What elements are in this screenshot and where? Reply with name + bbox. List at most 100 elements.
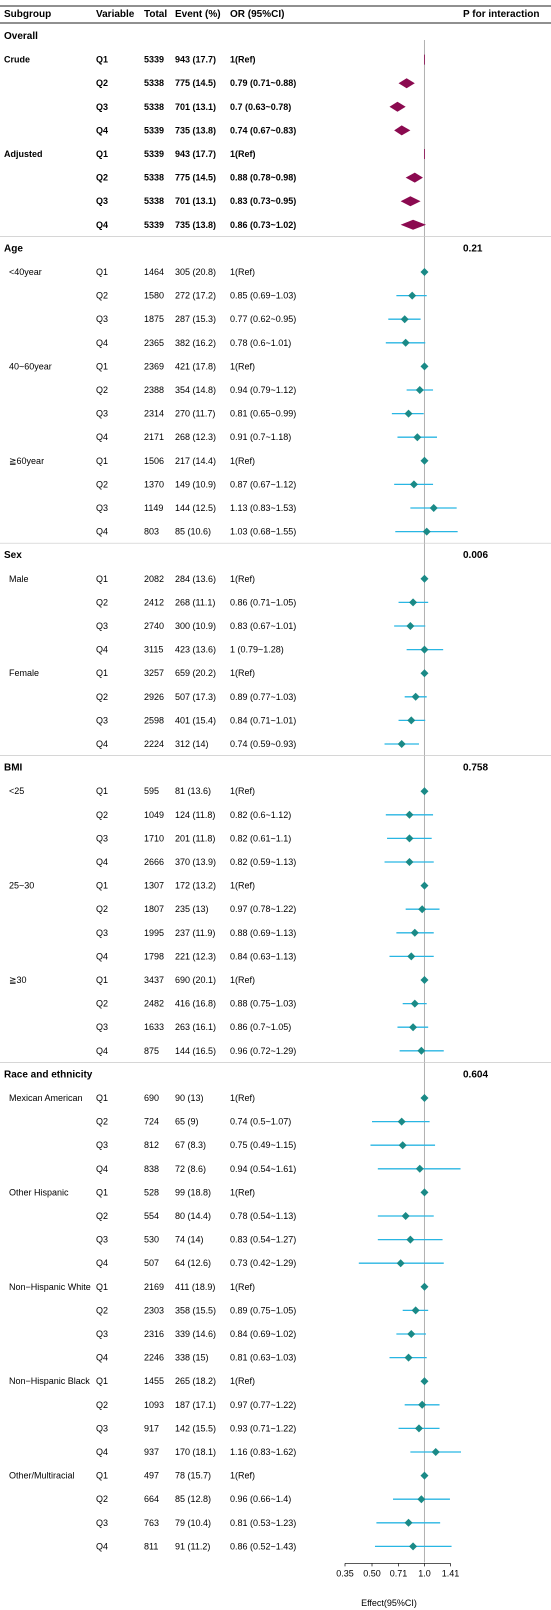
total-value: 811	[144, 1541, 158, 1551]
variable-label: Q1	[96, 1282, 108, 1292]
or-ci-text: 0.89 (0.75~1.05)	[230, 1305, 296, 1315]
or-ci-text: 0.74 (0.67~0.83)	[230, 125, 296, 135]
event-value: 78 (15.7)	[175, 1471, 211, 1481]
event-value: 67 (8.3)	[175, 1140, 206, 1150]
total-value: 5339	[144, 125, 164, 135]
variable-label: Q3	[96, 102, 108, 112]
event-value: 90 (13)	[175, 1093, 204, 1103]
variable-label: Q4	[96, 432, 108, 442]
total-value: 917	[144, 1423, 159, 1433]
event-value: 416 (16.8)	[175, 999, 216, 1009]
or-ci-text: 0.84 (0.71~1.01)	[230, 715, 296, 725]
total-value: 2412	[144, 597, 164, 607]
or-ci-text: 0.93 (0.71~1.22)	[230, 1423, 296, 1433]
variable-label: Q3	[96, 503, 108, 513]
variable-label: Q4	[96, 951, 108, 961]
event-value: 775 (14.5)	[175, 78, 216, 88]
event-value: 354 (14.8)	[175, 385, 216, 395]
x-tick-label: 0.50	[363, 1568, 381, 1578]
p-interaction-value: 0.006	[463, 550, 488, 561]
event-value: 237 (11.9)	[175, 928, 215, 938]
or-ci-text: 0.94 (0.54~1.61)	[230, 1164, 296, 1174]
total-value: 1506	[144, 456, 164, 466]
event-value: 79 (10.4)	[175, 1518, 211, 1528]
or-ci-text: 0.81 (0.53~1.23)	[230, 1518, 296, 1528]
event-value: 221 (12.3)	[175, 951, 216, 961]
total-value: 1633	[144, 1022, 164, 1032]
variable-label: Q3	[96, 833, 108, 843]
total-value: 5338	[144, 173, 164, 183]
point-estimate	[418, 905, 427, 914]
overall-diamond	[394, 125, 411, 136]
point-estimate	[409, 480, 418, 489]
or-ci-text: 0.81 (0.65~0.99)	[230, 409, 296, 419]
variable-label: Q1	[96, 1376, 108, 1386]
subgroup-label: Other Hispanic	[9, 1187, 69, 1197]
variable-label: Q4	[96, 1541, 108, 1551]
point-estimate	[407, 952, 416, 961]
section-label: Race and ethnicity	[4, 1069, 93, 1080]
point-estimate	[406, 1235, 415, 1244]
total-value: 507	[144, 1258, 159, 1268]
event-value: 370 (13.9)	[175, 857, 216, 867]
point-estimate	[409, 1542, 418, 1551]
point-estimate	[411, 692, 420, 701]
point-estimate	[420, 268, 429, 276]
event-value: 85 (10.6)	[175, 527, 211, 537]
point-estimate	[407, 1330, 416, 1338]
or-ci-text: 1.13 (0.83~1.53)	[230, 503, 296, 513]
p-interaction-value: 0.21	[463, 243, 483, 254]
point-estimate	[420, 645, 429, 654]
variable-label: Q4	[96, 1258, 108, 1268]
total-value: 1149	[144, 503, 163, 513]
point-estimate	[411, 1306, 420, 1315]
variable-label: Q3	[96, 1235, 108, 1245]
variable-label: Q2	[96, 999, 108, 1009]
point-estimate	[429, 504, 438, 512]
x-tick-label: 1.41	[442, 1568, 460, 1578]
total-value: 937	[144, 1447, 159, 1457]
variable-label: Q1	[96, 456, 108, 466]
point-estimate	[420, 1377, 429, 1386]
point-estimate	[401, 1212, 410, 1220]
variable-label: Q3	[96, 196, 108, 206]
or-ci-text: 0.81 (0.63~1.03)	[230, 1353, 296, 1363]
or-ci-text: 1.16 (0.83~1.62)	[230, 1447, 296, 1457]
subgroup-label: Adjusted	[4, 149, 43, 159]
variable-label: Q4	[96, 527, 108, 537]
or-ci-text: 0.94 (0.79~1.12)	[230, 385, 296, 395]
or-ci-text: 0.86 (0.71~1.05)	[230, 597, 296, 607]
event-value: 217 (14.4)	[175, 456, 216, 466]
point-estimate	[420, 1282, 429, 1291]
point-estimate	[420, 1471, 429, 1480]
event-value: 701 (13.1)	[175, 196, 216, 206]
point-estimate	[422, 527, 431, 536]
variable-label: Q4	[96, 125, 108, 135]
variable-label: Q2	[96, 597, 108, 607]
event-value: 80 (14.4)	[175, 1211, 211, 1221]
or-ci-text: 0.79 (0.71~0.88)	[230, 78, 296, 88]
event-value: 305 (20.8)	[175, 267, 216, 277]
x-axis: 0.35 0.50 0.71 1.0 1.41	[336, 1563, 459, 1578]
or-ci-text: 0.82 (0.6~1.12)	[230, 810, 291, 820]
event-value: 235 (13)	[175, 904, 209, 914]
event-value: 172 (13.2)	[175, 881, 216, 891]
or-ci-text: 0.78 (0.6~1.01)	[230, 338, 291, 348]
variable-label: Q3	[96, 1140, 108, 1150]
variable-label: Q1	[96, 1187, 108, 1197]
or-ci-text: 0.88 (0.75~1.03)	[230, 999, 296, 1009]
variable-label: Q1	[96, 574, 108, 584]
variable-label: Q4	[96, 739, 108, 749]
variable-label: Q3	[96, 1423, 108, 1433]
total-value: 595	[144, 786, 159, 796]
total-value: 875	[144, 1046, 159, 1056]
variable-label: Q1	[96, 55, 108, 65]
event-value: 270 (11.7)	[175, 409, 215, 419]
total-value: 2666	[144, 857, 164, 867]
variable-label: Q2	[96, 385, 108, 395]
event-value: 659 (20.2)	[175, 668, 216, 678]
point-estimate	[418, 1400, 427, 1409]
subgroup-label: <25	[9, 786, 24, 796]
variable-label: Q4	[96, 1353, 108, 1363]
